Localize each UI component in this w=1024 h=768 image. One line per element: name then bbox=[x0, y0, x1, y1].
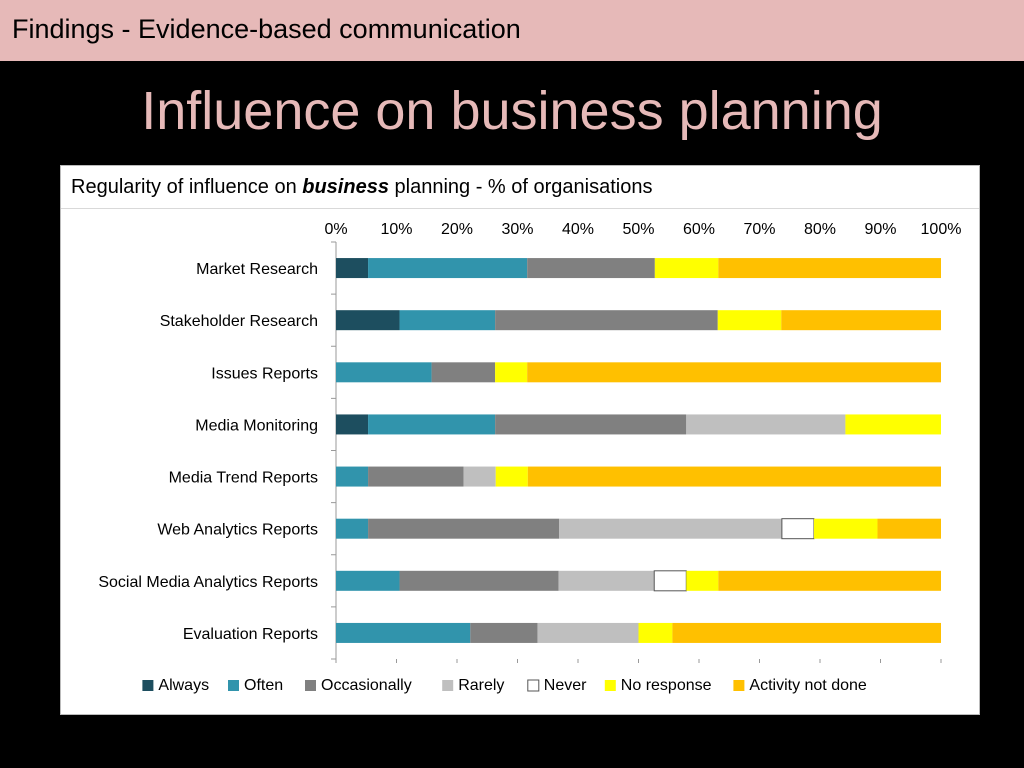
bar-segment bbox=[877, 518, 941, 539]
legend-label: Rarely bbox=[458, 677, 504, 694]
category-label: Stakeholder Research bbox=[160, 313, 318, 330]
chart-header: Regularity of influence on business plan… bbox=[61, 166, 979, 209]
legend-label: Occasionally bbox=[321, 677, 412, 694]
bar-segment bbox=[781, 310, 941, 331]
category-label: Social Media Analytics Reports bbox=[98, 574, 318, 591]
bar-segment bbox=[463, 466, 496, 487]
bar-segment bbox=[558, 570, 655, 591]
legend-label: No response bbox=[621, 677, 712, 694]
x-tick-label: 100% bbox=[921, 221, 962, 238]
bar-segment bbox=[368, 518, 560, 539]
bar-segment bbox=[495, 466, 528, 487]
legend-swatch bbox=[305, 680, 316, 691]
chart-title-prefix: Regularity of influence on bbox=[71, 176, 303, 198]
x-tick-label: 10% bbox=[380, 221, 412, 238]
category-label: Media Monitoring bbox=[195, 417, 318, 434]
x-tick-label: 90% bbox=[864, 221, 896, 238]
bar-segment bbox=[336, 570, 400, 591]
x-tick-label: 0% bbox=[324, 221, 347, 238]
bar-segment bbox=[718, 570, 941, 591]
legend-swatch bbox=[527, 679, 540, 692]
category-label: Evaluation Reports bbox=[183, 626, 318, 643]
chart-title-emphasis: business bbox=[302, 176, 389, 198]
bar-segment bbox=[495, 362, 528, 383]
bar-segment bbox=[654, 258, 719, 279]
bar-segment bbox=[813, 518, 878, 539]
category-label: Market Research bbox=[196, 261, 318, 278]
x-tick-label: 60% bbox=[683, 221, 715, 238]
bar-segment bbox=[336, 414, 369, 435]
chart-panel: Regularity of influence on business plan… bbox=[60, 165, 980, 715]
bar-segment bbox=[336, 622, 471, 643]
bar-segment bbox=[470, 622, 538, 643]
bar-segment bbox=[717, 310, 782, 331]
legend-swatch bbox=[442, 680, 454, 691]
x-tick-label: 70% bbox=[743, 221, 775, 238]
category-label: Issues Reports bbox=[211, 365, 318, 382]
bar-segment bbox=[686, 570, 719, 591]
bar-segment bbox=[368, 466, 464, 487]
section-title: Findings - Evidence-based communication bbox=[12, 14, 521, 44]
bar-segment bbox=[686, 414, 846, 435]
bar-segment bbox=[399, 310, 496, 331]
x-tick-label: 20% bbox=[441, 221, 473, 238]
chart-title: Regularity of influence on business plan… bbox=[71, 176, 652, 199]
x-tick-label: 50% bbox=[622, 221, 654, 238]
bar-segment bbox=[431, 362, 496, 383]
bar-segment bbox=[368, 414, 496, 435]
bar-segment bbox=[781, 518, 815, 540]
category-label: Web Analytics Reports bbox=[157, 522, 318, 539]
legend-label: Often bbox=[244, 677, 283, 694]
bar-segment bbox=[638, 622, 673, 643]
legend-label: Always bbox=[158, 677, 209, 694]
bar-segment bbox=[559, 518, 782, 539]
bar-segment bbox=[527, 258, 655, 279]
legend-swatch bbox=[142, 680, 154, 691]
bar-segment bbox=[336, 258, 369, 279]
legend-label: Never bbox=[544, 677, 587, 694]
bar-segment bbox=[399, 570, 559, 591]
chart-title-suffix: planning - % of organisations bbox=[388, 176, 653, 198]
bar-segment bbox=[527, 466, 941, 487]
category-label: Media Trend Reports bbox=[169, 470, 318, 487]
bar-segment bbox=[845, 414, 941, 435]
bar-segment bbox=[336, 362, 432, 383]
bar-segment bbox=[495, 310, 718, 331]
bar-segment bbox=[336, 518, 369, 539]
x-tick-label: 40% bbox=[562, 221, 594, 238]
slide-title: Influence on business planning bbox=[141, 81, 883, 141]
bar-segment bbox=[527, 362, 941, 383]
stacked-bar-chart: 0% 10% 20% 30% 40% 50% 60% 70% 80% 90% 100% Market … bbox=[98, 221, 962, 694]
bar-segment bbox=[537, 622, 639, 643]
section-header-bar: Findings - Evidence-based communication bbox=[0, 0, 1024, 61]
bar-segment bbox=[336, 466, 369, 487]
bar-segment bbox=[672, 622, 941, 643]
bar-segment bbox=[653, 570, 687, 592]
x-tick-label: 80% bbox=[804, 221, 836, 238]
bar-segment bbox=[368, 258, 528, 279]
bar-segment bbox=[495, 414, 687, 435]
legend-swatch bbox=[604, 680, 616, 691]
legend-swatch bbox=[228, 680, 239, 691]
legend-swatch bbox=[733, 680, 745, 691]
bar-segment bbox=[718, 258, 941, 279]
x-tick-label: 30% bbox=[501, 221, 533, 238]
legend-label: Activity not done bbox=[749, 677, 867, 694]
bar-segment bbox=[336, 310, 400, 331]
